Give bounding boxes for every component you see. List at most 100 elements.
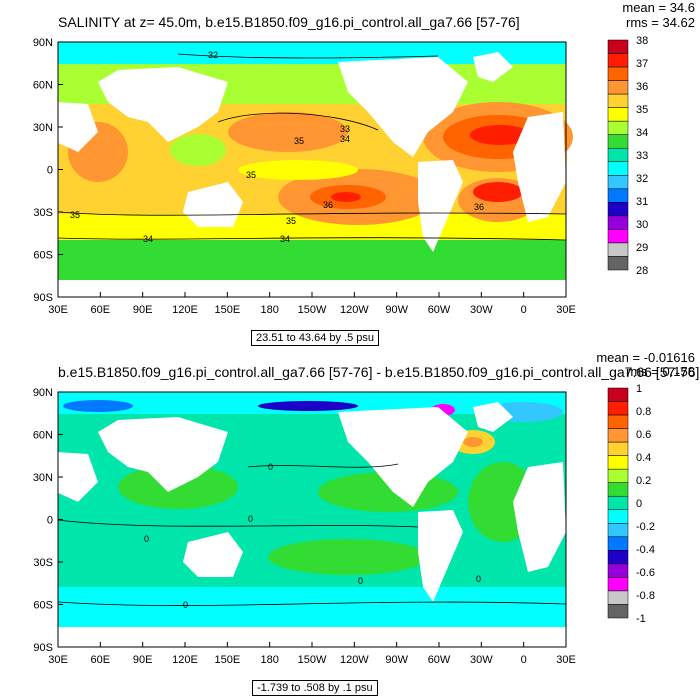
colorbar-label: 0.6 [636, 429, 651, 441]
colorbar-swatch [607, 495, 629, 511]
x-tick-label: 30E [48, 304, 68, 316]
y-tick-label: 30S [33, 557, 53, 569]
colorbar-swatch [607, 256, 629, 271]
colorbar-label: 0.4 [636, 452, 651, 464]
top-north-america-land [338, 57, 468, 157]
x-tick-label: 120W [340, 304, 369, 316]
colorbar-swatch [607, 428, 629, 443]
top-equatorial-low [238, 160, 358, 180]
y-tick-label: 60N [33, 80, 53, 92]
x-tick-label: 150E [214, 654, 240, 666]
x-tick-label: 60E [91, 654, 111, 666]
colorbar-swatch [607, 107, 629, 122]
x-tick-label: 30W [470, 654, 493, 666]
colorbar-swatch [607, 175, 629, 190]
bottom-chart-title: b.e15.B1850.f09_g16.pi_control.all_ga7.6… [58, 364, 700, 380]
x-tick-label: 90W [385, 304, 408, 316]
bottom-contour-label: 0 [248, 514, 253, 524]
x-tick-label: 60W [428, 304, 451, 316]
top-greenland-land [473, 52, 513, 82]
colorbar-label: 1 [636, 383, 642, 395]
bottom-greenland-land [473, 402, 513, 432]
bottom-north-america-land [338, 407, 468, 507]
top-contour-32 [177, 53, 439, 59]
top-africa-east-land [56, 102, 98, 152]
top-south-pacific-max [331, 192, 361, 202]
y-tick-label: 90N [33, 387, 53, 399]
bottom-arctic-negative-west [63, 400, 133, 412]
colorbar-swatch [607, 80, 629, 95]
y-tick-label: 60N [33, 430, 53, 442]
y-tick-label: 0 [47, 165, 53, 177]
colorbar-swatch [607, 39, 629, 54]
top-contour-label: 35 [286, 216, 296, 226]
top-contour-label: 35 [246, 170, 256, 180]
colorbar-label: 32 [636, 173, 648, 185]
colorbar-swatch [607, 134, 629, 149]
top-y-axis: 90N 60N 30N 0 30S 60S 90S [33, 37, 63, 304]
colorbar-swatch [607, 242, 629, 257]
top-south-america-land [418, 160, 463, 252]
colorbar-swatch [607, 468, 629, 483]
colorbar-swatch [607, 401, 629, 416]
colorbar-swatch [607, 147, 629, 163]
top-salinity-map: 32 33 34 35 35 36 35 36 35 34 34 30E 60E 9… [33, 35, 648, 316]
bottom-africa-west-land [513, 462, 566, 572]
colorbar-label: -0.6 [636, 567, 655, 579]
bottom-arctic-negative-central [258, 401, 358, 411]
x-tick-label: 60W [428, 654, 451, 666]
bottom-contour-label: 0 [476, 574, 481, 584]
colorbar-label: -0.8 [636, 590, 655, 602]
colorbar-swatch [607, 523, 629, 538]
colorbar-swatch [607, 387, 629, 402]
top-contour-label: 34 [340, 134, 350, 144]
top-x-axis: 30E 60E 90E 120E 150E 180 150W 120W 90W 60W 30W 0 30… [48, 292, 576, 316]
top-contour-label: 33 [340, 124, 350, 134]
x-tick-label: 30W [470, 304, 493, 316]
colorbar-swatch [607, 563, 629, 578]
colorbar-swatch [607, 455, 629, 470]
colorbar-swatch [607, 66, 629, 81]
colorbar-swatch [607, 604, 629, 619]
y-tick-label: 30N [33, 472, 53, 484]
colorbar-swatch [607, 482, 629, 497]
colorbar-label: 0 [636, 498, 642, 510]
top-contour-label: 36 [474, 202, 484, 212]
colorbar-swatch [607, 509, 629, 524]
colorbar-swatch [607, 93, 629, 108]
y-tick-label: 90S [33, 292, 53, 304]
top-contour-35-south [57, 211, 567, 216]
colorbar-label: 0.8 [636, 406, 651, 418]
bottom-difference-map: 0 0 0 0 0 0 30E 60E 90E 120E 150E 180 150W 120W… [33, 383, 655, 666]
x-tick-label: 180 [260, 654, 278, 666]
top-maritime-low [170, 134, 226, 166]
bottom-contour-zero [57, 519, 419, 528]
bottom-contour-label: 0 [358, 576, 363, 586]
x-tick-label: 120E [172, 654, 198, 666]
top-africa-west-land [513, 112, 566, 222]
colorbar-swatch [607, 215, 629, 230]
x-tick-label: 90E [133, 304, 153, 316]
top-asia-land [98, 67, 228, 142]
colorbar-swatch [607, 202, 629, 217]
bottom-mean-stat: mean = -0.01616 [596, 350, 695, 365]
x-tick-label: 150W [298, 304, 327, 316]
bottom-contour-label: 0 [144, 534, 149, 544]
top-contour-label: 32 [208, 50, 218, 60]
colorbar-label: 31 [636, 196, 648, 208]
top-contour-label: 34 [143, 234, 153, 244]
x-tick-label: 90E [133, 654, 153, 666]
top-chart-title: SALINITY at z= 45.0m, b.e15.B1850.f09_g1… [58, 14, 520, 30]
colorbar-swatch [607, 590, 629, 605]
top-contour-35-north [217, 112, 379, 131]
top-southern-ocean-band [58, 238, 566, 280]
bottom-africa-east-land [56, 452, 98, 502]
top-rms-stat: rms = 34.62 [625, 15, 695, 30]
top-mean-stat: mean = 34.6 [622, 0, 695, 15]
top-north-atlantic-max [470, 125, 530, 145]
colorbar-swatch [607, 188, 629, 203]
colorbar-swatch [607, 53, 629, 68]
bottom-x-axis: 30E 60E 90E 120E 150E 180 150W 120W 90W 60W 30W 0 30… [48, 642, 576, 666]
bottom-contour-zero-south [57, 601, 567, 606]
colorbar-swatch [607, 414, 629, 429]
